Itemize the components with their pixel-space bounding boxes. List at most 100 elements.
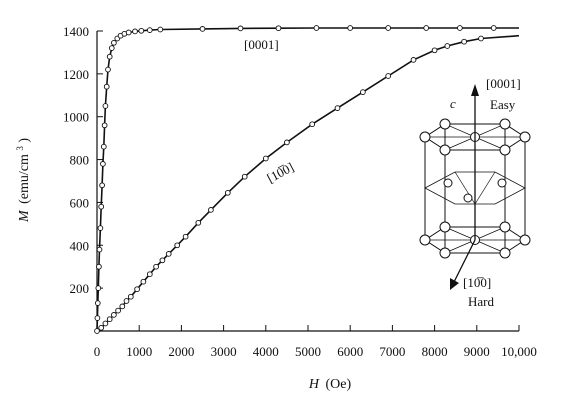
hcp-crystal-inset: c [0001] Easy [10̅0] Hard — [419, 76, 531, 309]
series-0-point — [146, 27, 153, 33]
hcp-atom — [519, 234, 531, 246]
series-0-point — [99, 182, 105, 189]
series-0-point — [100, 161, 106, 167]
hcp-atom — [519, 131, 531, 143]
series-1-point — [153, 263, 159, 270]
y-tick-label: 400 — [70, 238, 90, 253]
series-1-point — [241, 173, 248, 180]
series-0-point — [490, 25, 497, 31]
axes-layer: 0 1000 2000 3000 4000 5000 6000 7000 8000 9000 10,… — [63, 24, 537, 359]
series-0-point — [138, 27, 145, 34]
x-tick-label: 9000 — [464, 344, 490, 359]
y-axis-unit-close: ) — [17, 138, 32, 143]
y-axis-title: M (emu/cm 3 ) — [12, 138, 32, 223]
series-line-1 — [100, 37, 482, 329]
hcp-atom — [419, 234, 431, 246]
series-1-point — [165, 251, 172, 257]
series-1-point — [106, 316, 113, 323]
inset-easy-word: Easy — [490, 97, 516, 112]
hcp-atom — [443, 178, 453, 188]
series-1-point — [309, 121, 316, 128]
series-1-point — [102, 320, 109, 327]
series-0-point — [106, 53, 113, 60]
series-0-point — [98, 203, 105, 210]
series-1-point — [134, 286, 140, 293]
x-tick-label: 8000 — [422, 344, 448, 359]
easy-axis-arrowhead — [471, 84, 479, 96]
series-1-point — [262, 155, 269, 162]
y-axis-unit: (emu/cm — [17, 154, 32, 204]
y-tick-label: 800 — [70, 153, 90, 168]
x-tick-label: 7000 — [379, 344, 405, 359]
hcp-atom — [439, 221, 451, 233]
x-tick-label: 4000 — [253, 344, 279, 359]
y-axis-unit-sup: 3 — [15, 146, 25, 151]
series-1-point — [208, 207, 214, 213]
series-1-point — [431, 47, 438, 54]
series-1-point — [146, 271, 153, 278]
series-1-point — [98, 324, 105, 331]
series-0-point — [157, 26, 164, 33]
series-1-point — [119, 303, 126, 310]
hcp-atom — [499, 221, 511, 233]
x-tick-label: 3000 — [211, 344, 237, 359]
hcp-atom — [497, 178, 507, 188]
series-0-point — [96, 263, 102, 270]
x-tick-label: 1000 — [126, 344, 152, 359]
hcp-atom — [499, 144, 511, 156]
x-tick-label: 10,000 — [501, 344, 537, 359]
hcp-atom — [439, 118, 451, 130]
series-0-point — [101, 122, 108, 129]
y-tick-label: 600 — [70, 195, 90, 210]
x-axis-title: H (Oe) — [308, 377, 352, 392]
series-0-point — [103, 83, 110, 90]
y-tick-label: 1000 — [63, 110, 89, 125]
series-0-point — [100, 143, 107, 150]
x-tick-label: 0 — [94, 344, 101, 359]
series-0-point — [94, 300, 101, 306]
hcp-atom — [439, 247, 451, 259]
series-1-point — [284, 139, 290, 146]
series-0-point — [94, 315, 101, 321]
series-0-point — [132, 28, 138, 35]
inset-c-label: c — [450, 96, 456, 111]
y-tick-label: 1400 — [63, 24, 89, 39]
series-1-point — [115, 307, 121, 314]
series-0-point — [199, 26, 206, 32]
inset-hard-word: Hard — [468, 294, 494, 309]
series-1-point — [461, 38, 467, 45]
hcp-atom — [463, 193, 473, 203]
series-0-point — [385, 25, 392, 31]
x-axis-var: H — [308, 377, 320, 392]
curve-label-easy: [0001] — [244, 37, 279, 52]
series-0-point — [423, 25, 430, 31]
series-1-point — [385, 73, 392, 79]
series-0-point — [102, 103, 109, 109]
series-1-point — [224, 189, 231, 196]
x-axis-unit: (Oe) — [325, 377, 351, 392]
series-0-point — [111, 39, 117, 46]
series-0-point — [125, 29, 132, 36]
series-0-point — [96, 246, 103, 253]
series-1-point — [111, 312, 117, 318]
series-1-point — [195, 219, 202, 226]
x-tick-label: 6000 — [337, 344, 363, 359]
inset-hard-axis-label: [10̅0] — [463, 275, 491, 290]
series-0-point — [313, 25, 320, 31]
series-line-0 — [96, 27, 494, 332]
series-1-point — [478, 35, 484, 42]
hard-axis-arrow — [452, 239, 476, 285]
hcp-atom — [439, 144, 451, 156]
hard-axis-arrowhead — [450, 278, 459, 290]
inset-easy-axis-label: [0001] — [486, 76, 521, 91]
series-1-point — [159, 257, 166, 264]
series-0-point — [237, 25, 244, 32]
hcp-atom — [499, 247, 511, 259]
series-0-point — [94, 328, 100, 334]
series-1-point — [174, 242, 181, 249]
series-1-point — [360, 89, 366, 95]
hcp-atom — [499, 118, 511, 130]
series-1-point — [123, 298, 130, 304]
